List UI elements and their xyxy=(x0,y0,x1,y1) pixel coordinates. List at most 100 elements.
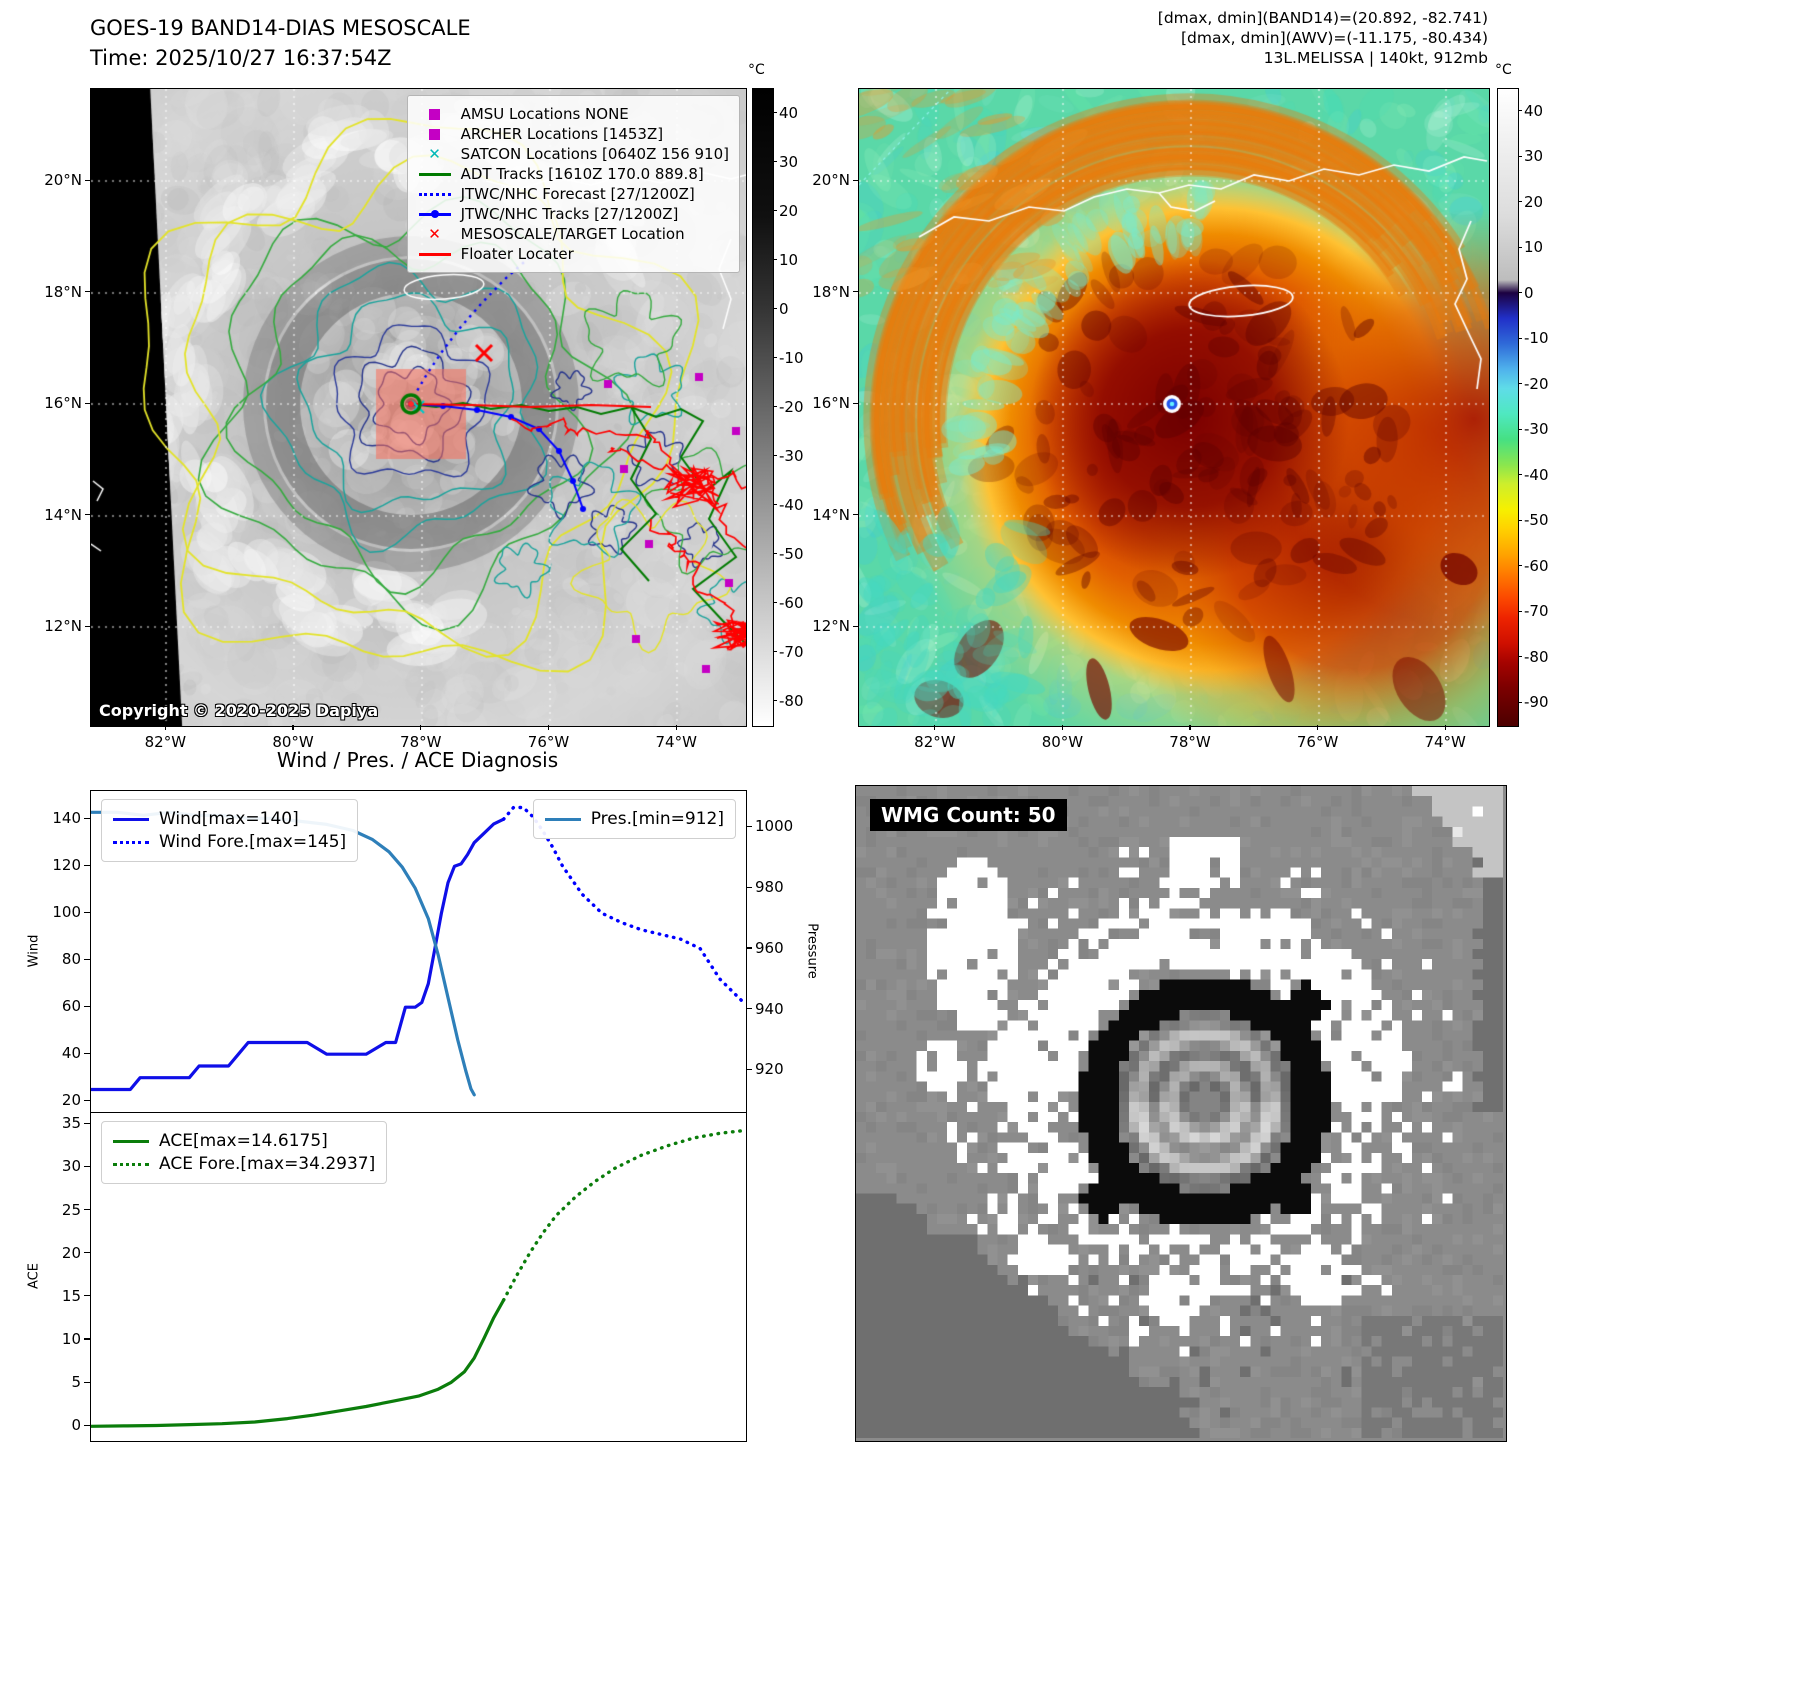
axis-tick-mark xyxy=(84,1099,90,1101)
legend-item: ACE Fore.[max=34.2937] xyxy=(113,1154,375,1174)
axis-tick-mark xyxy=(1518,201,1522,203)
axis-tick-mark xyxy=(773,258,777,261)
colorbar-tick-label: 0 xyxy=(1524,283,1534,302)
line-sample-icon xyxy=(113,817,149,821)
legend-label: Wind[max=140] xyxy=(159,809,299,829)
colorbar-tick-label: 40 xyxy=(1524,101,1544,120)
colorbar-tick-label: 10 xyxy=(1524,238,1544,257)
colorbar-tick-label: -90 xyxy=(1524,693,1549,712)
axis-tick-label: 78°W xyxy=(1169,733,1211,751)
band14-title: GOES-19 BAND14-DIAS MESOSCALE xyxy=(90,16,471,40)
colorbar-tick-label: -80 xyxy=(779,691,804,710)
legend-item: Pres.[min=912] xyxy=(544,809,724,829)
legend-label: JTWC/NHC Tracks [27/1200Z] xyxy=(460,205,679,223)
axis-tick-label: 12°N xyxy=(44,617,82,636)
axis-tick-label: 76°W xyxy=(527,733,570,751)
axis-tick-mark xyxy=(85,625,90,627)
axis-tick-label: 12°N xyxy=(812,617,850,636)
series-line xyxy=(91,817,506,1092)
axis-tick-mark xyxy=(746,947,752,949)
legend-item: ACE[max=14.6175] xyxy=(113,1131,375,1151)
axis-tick-label: 80 xyxy=(61,950,81,969)
chart-legend: ACE[max=14.6175] ACE Fore.[max=34.2937] xyxy=(101,1121,388,1184)
line-sample-icon xyxy=(113,1162,149,1166)
axis-tick-mark xyxy=(84,1424,90,1426)
axis-tick-mark xyxy=(84,1208,90,1211)
axis-tick-label: 74°W xyxy=(1424,733,1466,751)
legend-item: ✕ SATCON Locations [0640Z 156 910] xyxy=(418,145,729,163)
axis-tick-label: 5 xyxy=(71,1373,81,1392)
colorbar-tick-label: -20 xyxy=(779,397,804,416)
colorbar-tick-label: 20 xyxy=(779,201,799,220)
line-sample-icon xyxy=(113,1139,149,1143)
legend-label: ADT Tracks [1610Z 170.0 889.8] xyxy=(460,165,704,183)
legend-label: ACE[max=14.6175] xyxy=(159,1131,328,1151)
axis-tick-mark xyxy=(773,111,777,114)
axis-tick-label: 20°N xyxy=(44,171,82,190)
axis-tick-mark xyxy=(1518,383,1522,385)
axis-tick-label: 0 xyxy=(71,1416,81,1435)
colorbar-tick-label: -60 xyxy=(1524,556,1549,575)
colorbar-tick-label: 0 xyxy=(779,299,789,318)
axis-tick-mark xyxy=(773,160,777,163)
colorbar-tick-label: 20 xyxy=(1524,192,1544,211)
wmg-panel: WMG Count: 50 xyxy=(855,785,1507,1442)
axis-tick-mark xyxy=(1316,725,1319,730)
colorbar-tick-label: -60 xyxy=(779,593,804,612)
legend-label: SATCON Locations [0640Z 156 910] xyxy=(460,145,729,163)
axis-tick-mark xyxy=(84,1295,90,1297)
legend-item: JTWC/NHC Tracks [27/1200Z] xyxy=(418,205,729,223)
axis-tick-label: 18°N xyxy=(812,282,850,301)
axis-tick-label: 78°W xyxy=(400,733,442,751)
pressure-axis-label: Pressure xyxy=(804,923,820,979)
dmax-dmin-awv: [dmax, dmin](AWV)=(-11.175, -80.434) xyxy=(1181,29,1488,47)
chart-legend: Wind[max=140] Wind Fore.[max=145] xyxy=(101,799,359,862)
legend-item: JTWC/NHC Forecast [27/1200Z] xyxy=(418,185,729,203)
band14-map-panel: AMSU Locations NONE ARCHER Locations [145… xyxy=(90,88,747,727)
axis-tick-mark xyxy=(1061,725,1064,730)
axis-tick-mark xyxy=(85,179,90,181)
axis-tick-label: 980 xyxy=(755,878,784,897)
axis-tick-mark xyxy=(84,958,90,960)
axis-tick-mark xyxy=(84,1165,90,1167)
axis-tick-label: 25 xyxy=(61,1200,81,1219)
line-sample-icon xyxy=(544,817,581,821)
axis-tick-label: 14°N xyxy=(812,505,850,524)
legend-label: Wind Fore.[max=145] xyxy=(159,832,347,852)
axis-tick-mark xyxy=(164,725,166,730)
axis-tick-mark xyxy=(1518,337,1522,339)
legend-item: ✕ MESOSCALE/TARGET Location xyxy=(418,225,729,243)
legend-label: ARCHER Locations [1453Z] xyxy=(460,125,664,143)
x-marker-icon: ✕ xyxy=(428,144,441,163)
colorbar-tick-label: 30 xyxy=(1524,147,1544,166)
axis-tick-mark xyxy=(84,864,90,866)
series-line xyxy=(91,1298,506,1428)
axis-tick-label: 960 xyxy=(755,938,784,957)
axis-tick-mark xyxy=(746,825,752,828)
axis-tick-label: 30 xyxy=(61,1157,81,1176)
axis-tick-mark xyxy=(773,454,777,457)
axis-tick-mark xyxy=(85,402,90,404)
axis-tick-mark xyxy=(1518,428,1522,430)
line-marker-icon xyxy=(418,210,452,218)
axis-tick-label: 940 xyxy=(755,999,784,1018)
dmax-dmin-band14: [dmax, dmin](BAND14)=(20.892, -82.741) xyxy=(1157,9,1488,27)
series-line xyxy=(501,1128,746,1302)
axis-tick-mark xyxy=(853,625,858,627)
x-marker-icon: ✕ xyxy=(428,224,441,243)
axis-tick-mark xyxy=(746,1068,752,1071)
map-legend: AMSU Locations NONE ARCHER Locations [145… xyxy=(406,95,740,273)
colorbar-tick-label: -40 xyxy=(1524,465,1549,484)
storm-status: 13L.MELISSA | 140kt, 912mb xyxy=(1263,49,1488,67)
axis-tick-mark xyxy=(773,650,777,653)
ace-axis-label: ACE xyxy=(26,1263,42,1289)
axis-tick-label: 16°N xyxy=(44,394,82,413)
colorbar-tick-label: -70 xyxy=(779,642,804,661)
axis-tick-mark xyxy=(84,911,90,913)
legend-label: MESOSCALE/TARGET Location xyxy=(460,225,685,243)
axis-tick-label: 1000 xyxy=(755,817,794,836)
colorbar-tick-label: 40 xyxy=(779,103,799,122)
axis-tick-mark xyxy=(1518,155,1522,157)
axis-tick-mark xyxy=(84,1122,90,1124)
